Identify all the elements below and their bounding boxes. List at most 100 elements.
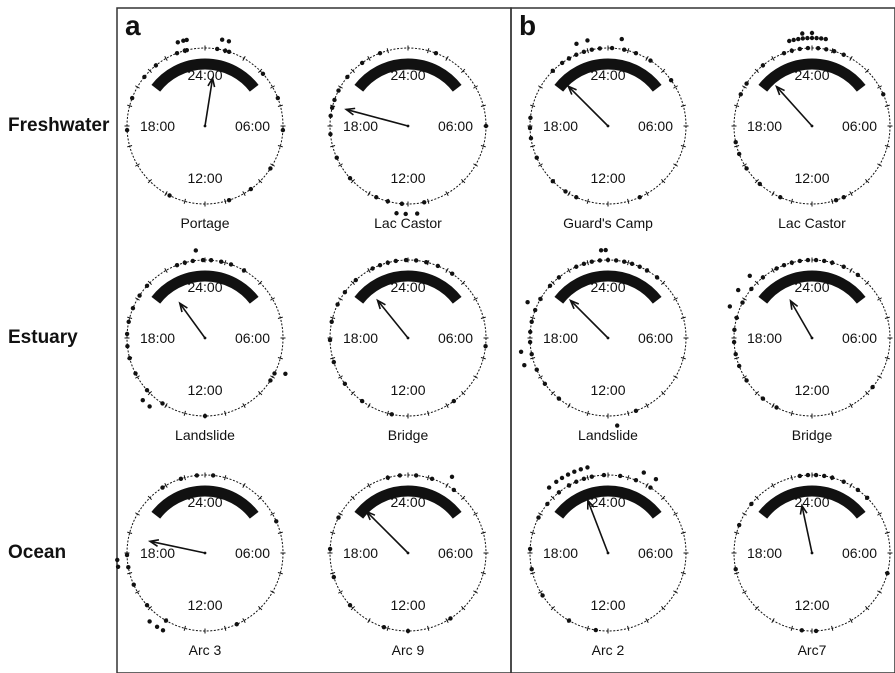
hour-tick [147,495,152,500]
hour-tick [742,375,747,379]
observation-dot [359,60,365,66]
observation-dot [393,258,398,264]
mean-vector-head [789,298,799,310]
mean-vector [789,300,813,339]
observation-dot [260,71,266,77]
outer-dot [414,211,420,216]
observation-dot [202,413,208,419]
hour-label-bottom: 12:00 [590,597,625,613]
hour-tick [183,475,186,481]
hour-tick [884,145,890,148]
observation-dot [377,262,383,268]
hour-tick [754,68,759,73]
hour-tick [338,512,343,516]
observation-dot [403,257,409,263]
hour-tick [338,85,343,89]
hour-tick [224,198,227,204]
night-band [758,58,866,92]
hour-tick [135,163,140,167]
hour-label-bottom: 12:00 [794,170,829,186]
hour-tick [242,403,246,408]
hour-tick [771,403,775,408]
hour-label-right: 06:00 [235,330,270,346]
mean-vector [569,299,609,339]
hour-tick [242,191,246,196]
hour-ticks [327,472,489,634]
hour-tick [831,410,834,416]
outer-dot [747,273,752,278]
hour-tick [754,495,759,500]
observation-dot [385,475,391,480]
hour-label-right: 06:00 [638,118,673,134]
hour-tick [242,56,246,61]
hour-tick [224,625,227,631]
mean-vector-head [365,510,376,521]
mean-vector-head [799,503,808,515]
hour-ticks [124,45,286,207]
row-label-freshwater: Freshwater [8,115,110,136]
hour-tick [445,403,449,408]
outer-dot [809,30,815,36]
hour-tick [224,410,227,416]
observation-dot [144,387,150,393]
observation-dot [126,565,131,570]
observation-dot [885,570,890,576]
hour-tick [661,280,666,285]
outer-dot [809,35,815,41]
observation-dot [329,319,334,324]
night-band [554,58,662,92]
hour-label-top: 24:00 [390,67,425,83]
hour-label-top: 24:00 [187,67,222,83]
observation-dot [219,259,224,264]
observation-dot [824,47,829,52]
observation-dot [574,264,579,269]
clock-guard-s-camp-b: 24:00 12:00 18:00 06:00 Guard's Camp [527,36,689,231]
outer-dot [800,31,805,36]
observation-dot [760,396,766,401]
hour-tick [530,316,536,319]
outer-dot [578,467,584,472]
mean-vector [775,86,813,127]
hour-tick [367,56,371,61]
observation-dot [483,123,489,129]
hour-tick [742,297,747,301]
hour-tick [427,410,430,416]
hour-tick [831,198,834,204]
labels-layer: Freshwater Estuary Ocean a b [8,10,536,563]
observation-dot [622,47,627,52]
observation-dot [633,408,639,414]
hour-label-bottom: 12:00 [187,170,222,186]
outer-dot [525,300,530,305]
hour-tick [680,531,686,534]
hour-tick [849,268,853,273]
hour-label-bottom: 12:00 [794,597,829,613]
observation-dot [668,77,674,83]
hour-tick [661,606,666,611]
observation-dot [815,46,821,51]
hour-label-left: 18:00 [543,545,578,561]
observation-dot [137,293,142,298]
hour-label-top: 24:00 [187,494,222,510]
outer-dot [619,36,624,42]
observation-dot [130,305,136,311]
observation-dot [429,476,435,482]
hour-label-bottom: 12:00 [187,597,222,613]
hour-tick [673,375,678,379]
hour-label-top: 24:00 [794,279,829,295]
hour-tick [183,625,186,631]
hour-tick [627,475,630,481]
hour-tick [754,606,759,611]
hour-tick [645,191,649,196]
observation-dot [738,92,743,97]
hour-label-left: 18:00 [747,330,782,346]
hour-tick [386,625,389,631]
outer-dot [585,38,590,43]
hour-tick [742,512,747,516]
mean-vector [149,540,206,554]
observation-dot [789,260,795,265]
hour-tick [386,48,389,54]
hour-label-right: 06:00 [235,545,270,561]
hour-label-top: 24:00 [187,279,222,295]
observation-dot [597,46,603,51]
hour-tick [734,357,740,360]
